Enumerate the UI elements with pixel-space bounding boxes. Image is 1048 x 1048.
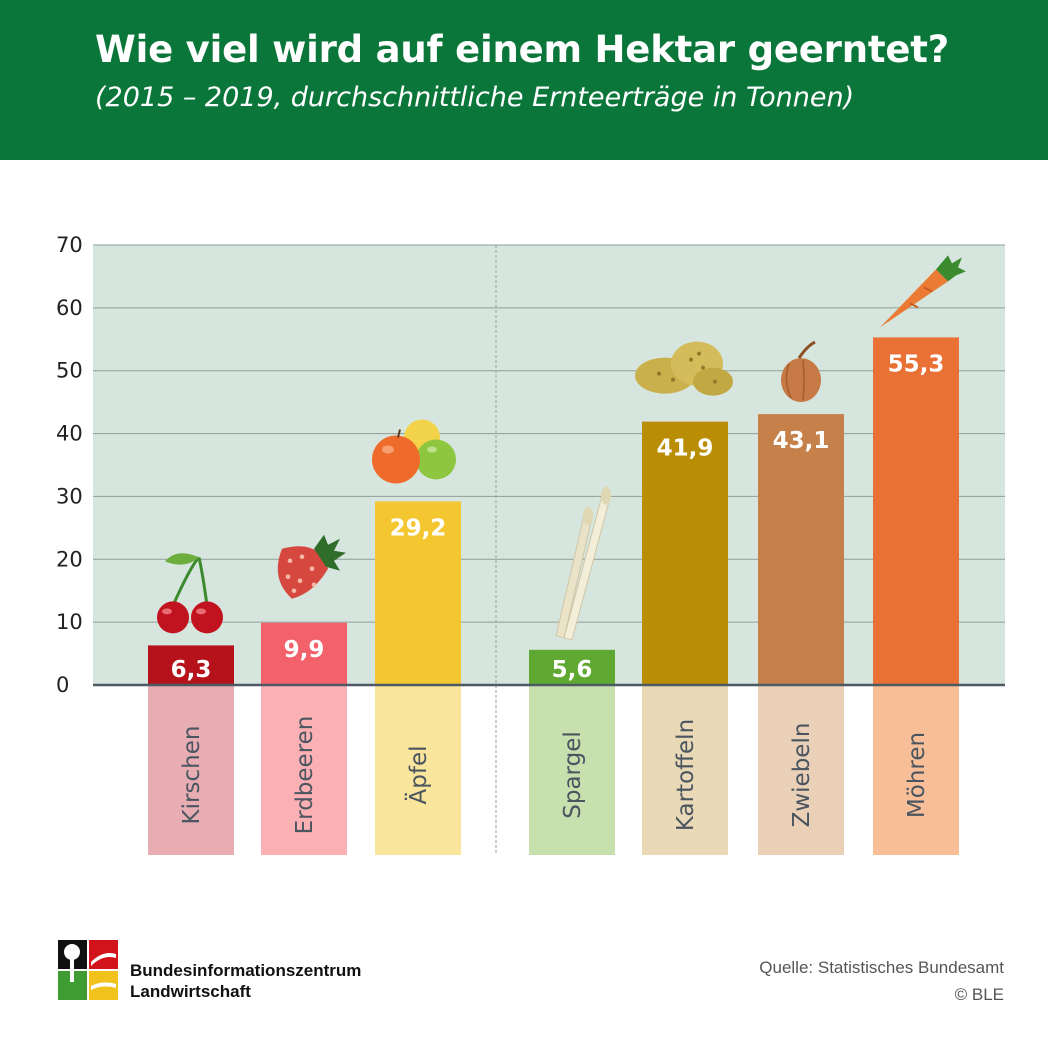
source-note: Quelle: Statistisches Bundesamt © BLE [759, 954, 1004, 1008]
value-label-moehren: 55,3 [888, 351, 945, 377]
category-label-box [261, 685, 347, 855]
category-label-box [148, 685, 234, 855]
header-banner: Wie viel wird auf einem Hektar geerntet?… [0, 0, 1048, 160]
y-tick-label: 10 [56, 610, 83, 634]
category-label-moehren: Möhren [904, 732, 930, 818]
carrot-icon [880, 255, 966, 328]
category-label-box [758, 685, 844, 855]
page-title: Wie viel wird auf einem Hektar geerntet? [95, 28, 949, 71]
category-label-erdbeeren: Erdbeeren [292, 716, 318, 835]
plot-area [93, 245, 1005, 685]
asparagus-icon [555, 486, 611, 641]
apple-icon [372, 419, 456, 484]
y-tick-label: 20 [56, 547, 83, 571]
bar-moehren [873, 337, 959, 685]
category-label-kartoffeln: Kartoffeln [673, 719, 699, 831]
ble-logo [58, 940, 118, 1004]
bar-kirschen [148, 645, 234, 685]
value-label-spargel: 5,6 [552, 657, 593, 683]
category-label-kirschen: Kirschen [179, 726, 205, 825]
value-label-erdbeeren: 9,9 [284, 637, 325, 663]
value-label-aepfel: 29,2 [390, 515, 447, 541]
category-label-zwiebeln: Zwiebeln [789, 723, 815, 828]
y-tick-label: 0 [56, 673, 69, 697]
bar-erdbeeren [261, 622, 347, 685]
copyright-text: © BLE [954, 985, 1004, 1004]
potato-icon [635, 341, 733, 396]
bar-aepfel [375, 501, 461, 685]
cherry-icon [157, 553, 223, 634]
bar-kartoffeln [642, 421, 728, 685]
category-label-spargel: Spargel [560, 731, 586, 819]
category-label-box [873, 685, 959, 855]
org-name-line1: Bundesinformationszentrum [130, 961, 362, 980]
y-tick-label: 30 [56, 484, 83, 508]
bar-zwiebeln [758, 414, 844, 685]
bar-spargel [529, 649, 615, 685]
y-tick-label: 40 [56, 422, 83, 446]
value-label-kartoffeln: 41,9 [657, 436, 714, 462]
category-label-box [375, 685, 461, 855]
page-subtitle: (2015 – 2019, durchschnittliche Ernteert… [95, 82, 855, 113]
org-name-line2: Landwirtschaft [130, 982, 251, 1001]
y-tick-label: 50 [56, 359, 83, 383]
y-tick-label: 70 [56, 233, 83, 257]
category-label-box [529, 685, 615, 855]
category-label-box [642, 685, 728, 855]
value-label-zwiebeln: 43,1 [773, 428, 830, 454]
category-label-aepfel: Äpfel [404, 746, 432, 805]
source-text: Quelle: Statistisches Bundesamt [759, 958, 1004, 977]
value-label-kirschen: 6,3 [171, 657, 212, 683]
strawberry-icon [277, 534, 346, 599]
org-name: Bundesinformationszentrum Landwirtschaft [130, 960, 361, 1002]
y-tick-label: 60 [56, 296, 83, 320]
onion-icon [781, 340, 821, 403]
